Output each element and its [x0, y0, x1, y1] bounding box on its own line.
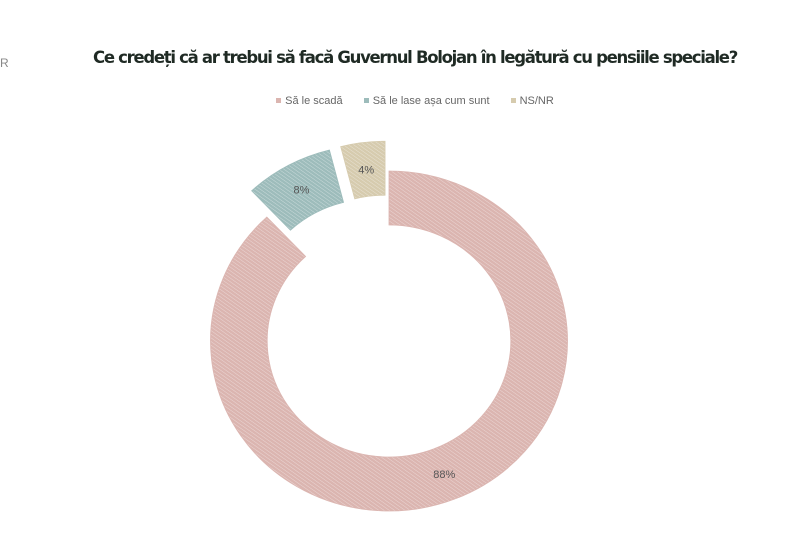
chart-title: Ce credeți că ar trebui să facă Guvernul… [93, 48, 738, 67]
legend-item: Să le scadă [276, 94, 343, 107]
donut-slice [210, 170, 568, 512]
legend-swatch [363, 98, 369, 103]
legend: Să le scadă Să le lase așa cum sunt NS/N… [0, 94, 800, 107]
legend-swatch [510, 98, 516, 103]
legend-label: NS/NR [519, 94, 554, 107]
data-label: 8% [294, 184, 310, 196]
donut-slice [251, 149, 345, 231]
legend-item: NS/NR [510, 94, 554, 107]
legend-label: Să le lase așa cum sunt [372, 94, 490, 107]
legend-swatch [276, 98, 282, 103]
legend-label: Să le scadă [285, 94, 343, 107]
data-label: 88% [433, 469, 455, 481]
donut-slice [340, 140, 386, 200]
edge-fragment: R [0, 56, 9, 70]
legend-item: Să le lase așa cum sunt [363, 94, 490, 107]
data-label: 4% [358, 164, 374, 176]
